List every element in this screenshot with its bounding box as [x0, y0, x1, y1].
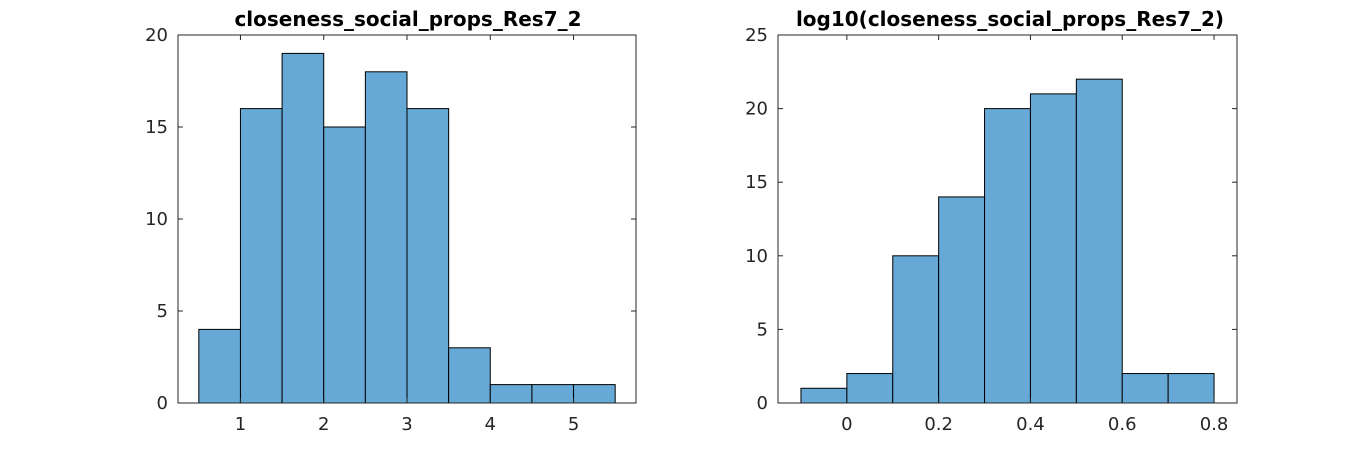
histogram-bar: [573, 384, 616, 404]
bars-left: [198, 52, 616, 404]
y-tick-label: 10: [145, 209, 168, 230]
histogram-bar: [448, 347, 491, 404]
histogram-bar: [846, 373, 894, 404]
histogram-bar: [489, 384, 533, 404]
histogram-bar: [984, 108, 1031, 404]
histogram-bar: [239, 108, 283, 404]
y-tick-label: 20: [145, 25, 168, 46]
y-tick-label: 5: [757, 319, 768, 340]
histogram-bar: [323, 126, 366, 404]
x-tick-label: 5: [568, 414, 579, 435]
y-tick-label: 20: [745, 99, 768, 120]
axes-left: 1 2 3 4 5 0 5 10 15 20: [145, 25, 637, 435]
histogram-bar: [892, 255, 940, 404]
x-tick-label: 0.2: [924, 414, 953, 435]
chart-title-left: closeness_social_props_Res7_2: [234, 7, 581, 31]
x-tick-label: 0.6: [1108, 414, 1137, 435]
histogram-bar: [1075, 78, 1123, 404]
histogram-bar: [198, 328, 241, 404]
histogram-bar: [1167, 373, 1215, 404]
x-tick-label: 2: [318, 414, 329, 435]
histogram-panel-left: closeness_social_props_Res7_2 1 2 3 4 505101…: [145, 7, 637, 435]
histogram-bar: [364, 71, 408, 404]
histogram-bar: [531, 384, 575, 404]
histogram-bar: [938, 196, 986, 404]
x-tick-label: 4: [485, 414, 496, 435]
y-tick-label: 5: [157, 301, 168, 322]
axes-right: 0 0.2 0.4 0.6 0.8 0 5 10 15 20 25: [745, 25, 1238, 435]
x-tick-label: 0.8: [1200, 414, 1229, 435]
histogram-bar: [1029, 93, 1077, 404]
y-tick-label: 25: [745, 25, 768, 46]
axes-box: [777, 34, 1238, 404]
histogram-bar: [281, 52, 325, 404]
x-tick-label: 0: [841, 414, 852, 435]
histogram-panel-right: log10(closeness_social_props_Res7_2) 0 0.…: [745, 7, 1238, 435]
x-tick-label: 1: [235, 414, 246, 435]
bars-right: [800, 78, 1215, 404]
chart-title-right: log10(closeness_social_props_Res7_2): [796, 7, 1224, 31]
x-tick-label: 3: [401, 414, 412, 435]
histogram-bar: [800, 387, 848, 404]
y-tick-label: 0: [757, 393, 768, 414]
y-tick-label: 15: [745, 172, 768, 193]
histogram-bar: [1121, 373, 1169, 404]
x-tick-label: 0.4: [1016, 414, 1045, 435]
y-tick-label: 10: [745, 246, 768, 267]
y-tick-label: 0: [157, 393, 168, 414]
y-tick-label: 15: [145, 117, 168, 138]
histogram-bar: [406, 108, 450, 404]
